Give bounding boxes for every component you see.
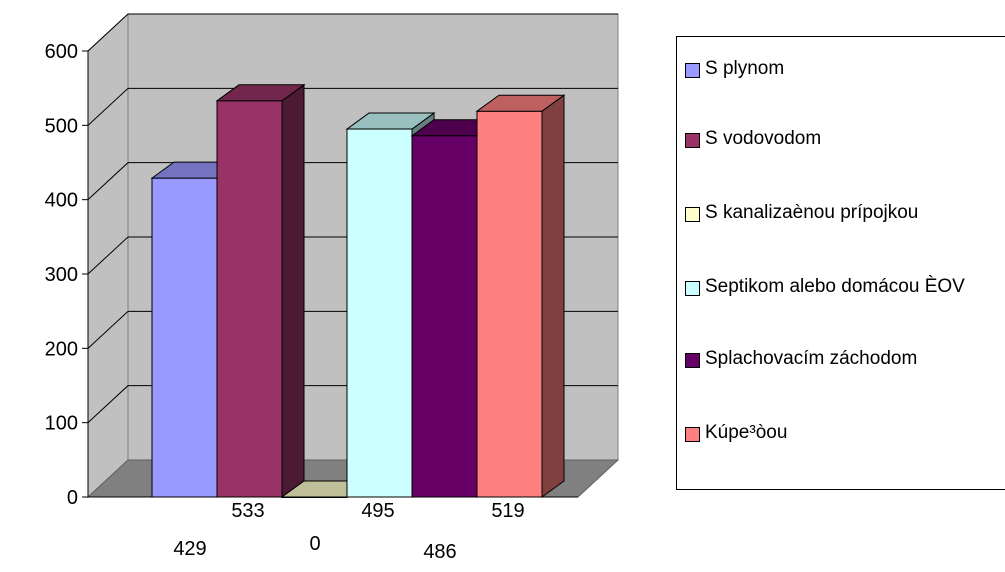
y-tick-label: 200: [45, 338, 78, 360]
bar-front: [151, 177, 218, 498]
bar-top: [475, 94, 566, 112]
bar-front: [216, 100, 283, 498]
gridline-side: [87, 13, 129, 52]
legend-label: S vodovodom: [705, 128, 822, 149]
bar: [475, 94, 566, 498]
data-labels: 429 533 0 495 486 519: [173, 500, 524, 563]
bar-front: [346, 128, 413, 498]
legend-swatch: [685, 353, 700, 368]
bars: [150, 83, 566, 498]
gridline-side: [87, 310, 129, 349]
legend: S plynom S vodovodom S kanalizaènou prípoj…: [676, 36, 1005, 490]
gridline-side: [87, 162, 129, 201]
legend-label: Kúpe³òou: [705, 422, 788, 443]
legend-swatch: [685, 281, 700, 296]
bar-front: [411, 135, 478, 498]
bar-side: [541, 94, 565, 498]
y-tick-label: 600: [45, 41, 78, 63]
y-tick-label: 400: [45, 190, 78, 212]
data-label: 533: [231, 500, 264, 522]
data-label: 519: [491, 500, 524, 522]
y-tick-label: 100: [45, 413, 78, 435]
y-tick-label: 0: [67, 487, 78, 509]
legend-swatch: [685, 63, 700, 78]
legend-item: Kúpe³òou: [685, 421, 995, 445]
bar: [215, 83, 306, 498]
bar-top: [345, 112, 436, 130]
gridline-side: [87, 236, 129, 275]
bar-side: [281, 83, 305, 498]
data-label: 486: [423, 541, 456, 563]
legend-label: Septikom alebo domácou ÈOV: [705, 276, 965, 297]
legend-item: Septikom alebo domácou ÈOV: [685, 275, 995, 299]
bar-top: [215, 84, 306, 102]
legend-item: S plynom: [685, 57, 995, 81]
legend-label: S kanalizaènou prípojkou: [705, 202, 919, 223]
y-tick-label: 300: [45, 264, 78, 286]
data-label: 429: [173, 538, 206, 560]
legend-item: S kanalizaènou prípojkou: [685, 201, 995, 225]
data-label: 495: [361, 500, 394, 522]
legend-label: Splachovacím záchodom: [705, 348, 918, 369]
legend-label: S plynom: [705, 58, 785, 79]
legend-swatch: [685, 133, 700, 148]
legend-item: Splachovacím záchodom: [685, 347, 995, 371]
y-tick-label: 500: [45, 115, 78, 137]
gridline-side: [87, 385, 129, 424]
data-label: 0: [309, 533, 320, 555]
legend-item: S vodovodom: [685, 127, 995, 151]
legend-swatch: [685, 207, 700, 222]
bar-front: [476, 110, 543, 498]
gridline-side: [87, 87, 129, 126]
legend-swatch: [685, 427, 700, 442]
